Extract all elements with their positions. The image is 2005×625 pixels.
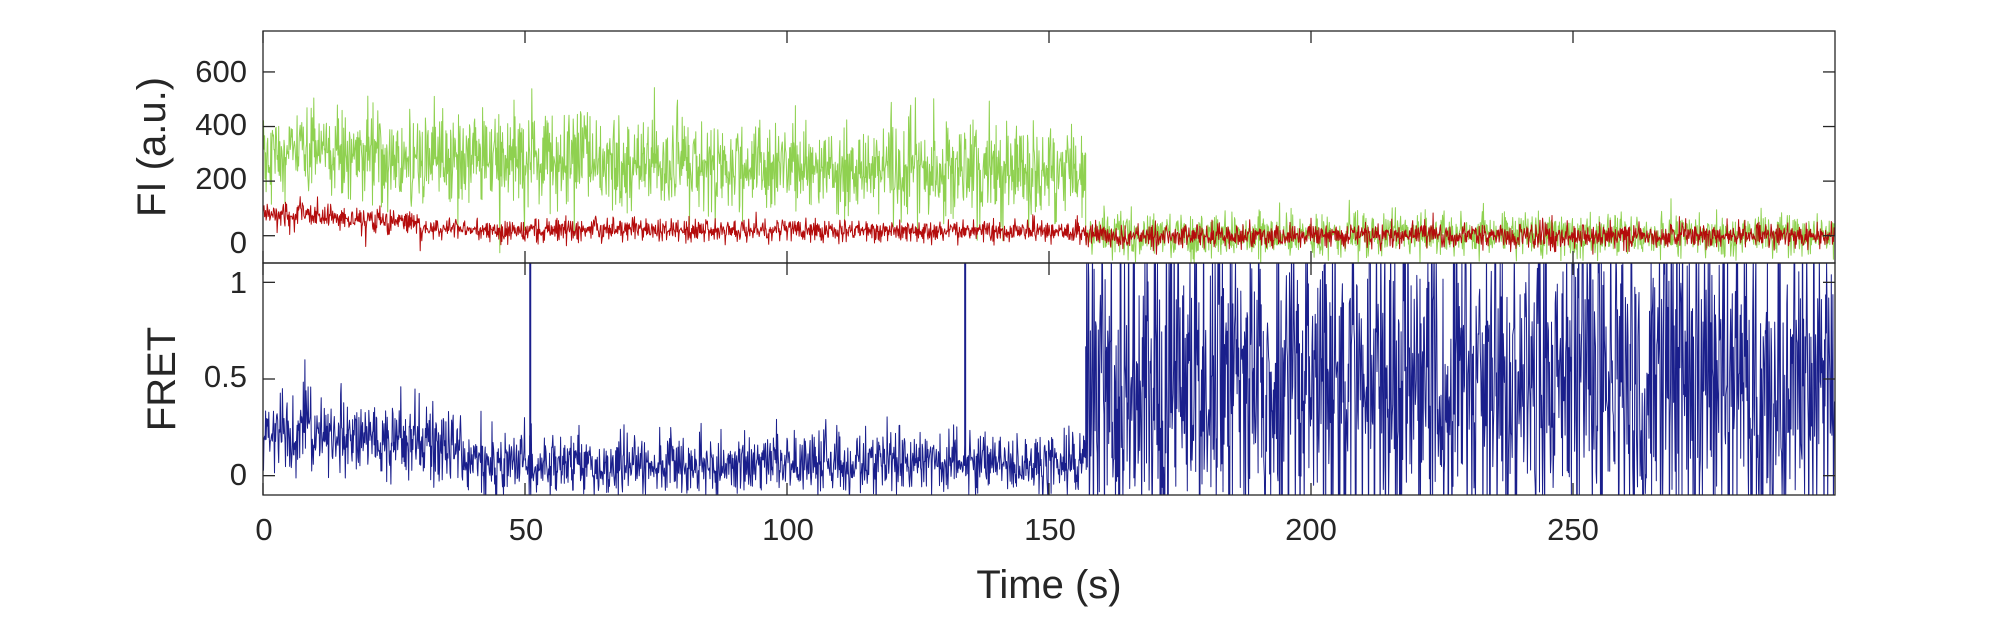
xtick-label: 100: [762, 512, 814, 547]
xtick-label: 0: [255, 512, 272, 547]
xtick-label: 250: [1547, 512, 1599, 547]
xtick-label: 50: [509, 512, 543, 547]
xtick-label: 150: [1024, 512, 1076, 547]
top-ytick-label: 200: [195, 161, 247, 196]
bottom-ylabel: FRET: [140, 327, 184, 431]
top-plot-area: [263, 87, 1835, 263]
xtick-label: 200: [1285, 512, 1337, 547]
bottom-ytick-label: 1: [230, 265, 247, 300]
bottom-ytick-label: 0: [230, 457, 247, 492]
top-series-donor: [263, 87, 1835, 263]
bottom-plot-area: [263, 263, 1835, 495]
xlabel: Time (s): [976, 563, 1121, 607]
top-ytick-label: 400: [195, 107, 247, 142]
top-series-acceptor: [263, 196, 1835, 255]
top-ylabel: FI (a.u.): [130, 77, 174, 217]
bottom-axis-ticks: [262, 263, 1835, 495]
bottom-series-fret: [263, 263, 1835, 495]
top-axis-ticks: [262, 31, 1835, 263]
top-ytick-label: 0: [230, 225, 247, 260]
bottom-ytick-label: 0.5: [204, 359, 247, 394]
top-ytick-label: 600: [195, 54, 247, 89]
